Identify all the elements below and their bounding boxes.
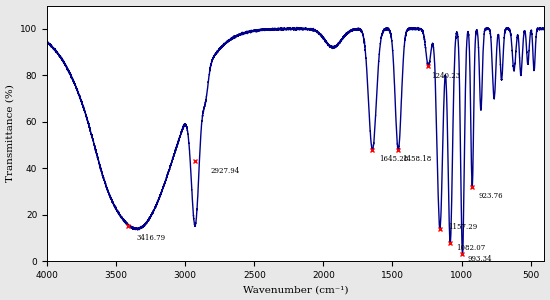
Text: 3416.79: 3416.79	[137, 234, 166, 242]
Text: 923.76: 923.76	[479, 192, 503, 200]
X-axis label: Wavenumber (cm⁻¹): Wavenumber (cm⁻¹)	[243, 285, 349, 294]
Text: 1645.28: 1645.28	[379, 155, 409, 163]
Text: 993.34: 993.34	[468, 255, 492, 263]
Text: 1082.07: 1082.07	[456, 244, 486, 251]
Text: 1157.29: 1157.29	[448, 223, 478, 231]
Text: 1240.23: 1240.23	[431, 72, 460, 80]
Text: 1458.18: 1458.18	[402, 155, 431, 163]
Text: 2927.94: 2927.94	[210, 167, 239, 175]
Y-axis label: Transmittance (%): Transmittance (%)	[6, 84, 14, 182]
